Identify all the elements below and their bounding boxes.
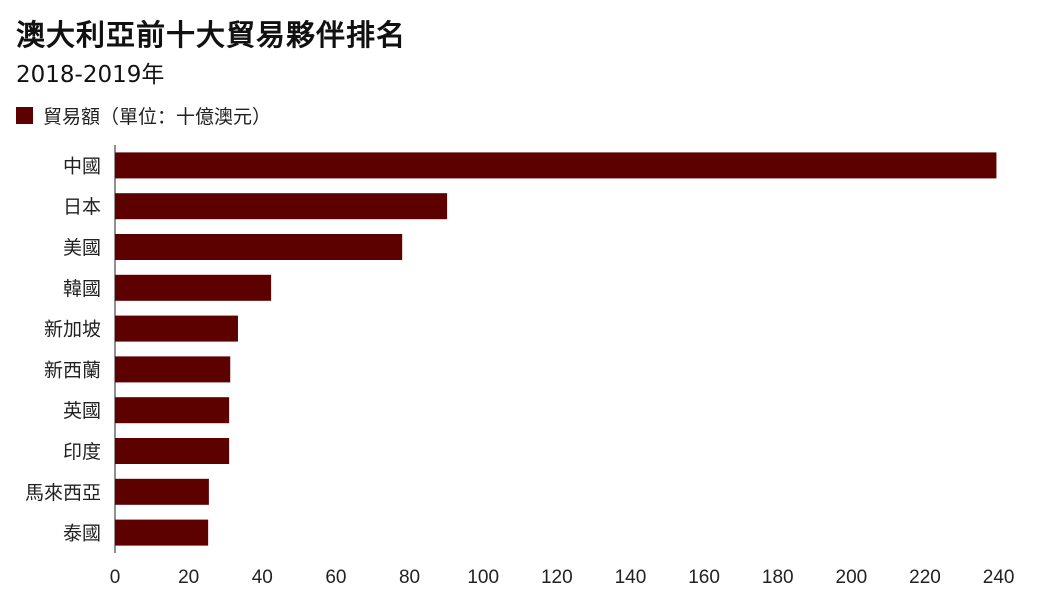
x-tick-label: 120 xyxy=(541,567,573,588)
legend-swatch xyxy=(16,107,33,124)
x-tick-label: 100 xyxy=(467,567,499,588)
category-label: 中國 xyxy=(63,155,101,177)
x-tick-label: 80 xyxy=(399,567,420,588)
x-tick-label: 40 xyxy=(252,567,273,588)
bar xyxy=(115,356,231,383)
bar xyxy=(115,397,230,424)
x-tick-label: 200 xyxy=(836,567,868,588)
category-label: 日本 xyxy=(63,196,101,218)
bar xyxy=(115,274,272,301)
bar xyxy=(115,519,209,546)
x-tick-label: 160 xyxy=(688,567,720,588)
category-label: 英國 xyxy=(63,400,101,422)
bar xyxy=(115,478,209,505)
x-tick-label: 240 xyxy=(983,567,1015,588)
legend-label: 貿易額（單位：十億澳元） xyxy=(43,106,272,128)
x-tick-label: 180 xyxy=(762,567,794,588)
bar xyxy=(115,193,448,220)
x-tick-label: 220 xyxy=(909,567,941,588)
legend: 貿易額（單位：十億澳元） xyxy=(16,102,271,129)
bar xyxy=(115,438,230,464)
x-tick-label: 60 xyxy=(325,567,346,588)
category-label: 新加坡 xyxy=(44,319,101,341)
x-tick-label: 0 xyxy=(110,567,121,588)
category-label: 韓國 xyxy=(63,278,101,300)
category-label: 馬來西亞 xyxy=(25,482,101,504)
bar xyxy=(115,234,403,260)
category-label: 印度 xyxy=(63,441,101,463)
chart-subtitle: 2018-2019年 xyxy=(16,62,165,88)
category-label: 泰國 xyxy=(63,523,101,545)
category-label: 新西蘭 xyxy=(44,359,101,381)
x-tick-label: 20 xyxy=(178,567,199,588)
category-label: 美國 xyxy=(63,237,101,259)
x-tick-label: 140 xyxy=(615,567,647,588)
chart-title: 澳大利亞前十大貿易夥伴排名 xyxy=(16,18,407,52)
bar xyxy=(115,315,238,342)
bar xyxy=(115,152,997,179)
